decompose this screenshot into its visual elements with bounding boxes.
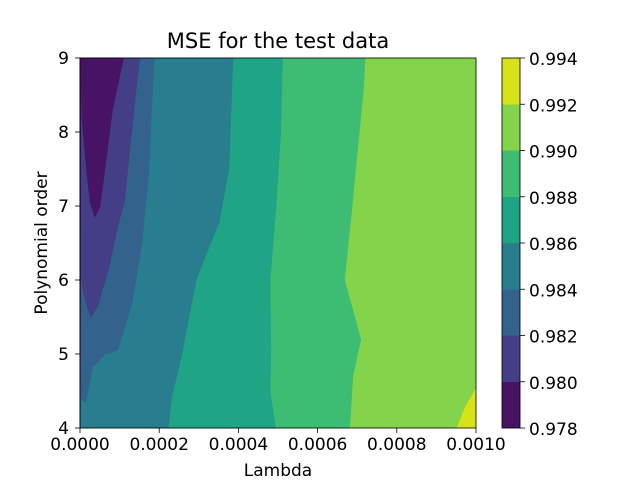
colorbar-band — [501, 335, 521, 382]
contour-bands — [79, 57, 477, 429]
colorbar-tick-label: 0.978 — [529, 420, 578, 440]
colorbar-band — [501, 289, 521, 336]
y-tick-label: 8 — [58, 123, 69, 143]
colorbar-band — [501, 150, 521, 197]
colorbar-tick-label: 0.990 — [529, 143, 578, 163]
plot-frame — [79, 57, 477, 429]
y-tick-label: 5 — [58, 345, 69, 365]
y-tick-label: 9 — [58, 49, 69, 69]
colorbar-band — [501, 196, 521, 244]
y-tick-label: 4 — [58, 419, 69, 439]
colorbar-band — [501, 242, 521, 290]
colorbar-tick-label: 0.986 — [529, 235, 578, 255]
x-tick-label: 0.0006 — [288, 435, 347, 455]
x-axis: 0.0000 0.0002 0.0004 0.0006 0.0008 0.0010 — [50, 428, 506, 455]
y-axis-label: Polynomial order — [32, 171, 52, 314]
x-tick-label: 0.0000 — [50, 435, 109, 455]
x-axis-label: Lambda — [244, 461, 312, 480]
colorbar-tick-label: 0.988 — [529, 189, 578, 209]
chart-title: MSE for the test data — [167, 29, 389, 53]
colorbar-tick-label: 0.994 — [529, 50, 578, 70]
colorbar-band — [501, 381, 521, 429]
y-tick-label: 6 — [58, 271, 69, 291]
colorbar-tick-label: 0.980 — [529, 374, 578, 394]
x-tick-label: 0.0008 — [367, 435, 426, 455]
y-tick-label: 7 — [58, 197, 69, 217]
colorbar-tick-label: 0.984 — [529, 281, 578, 301]
x-tick-label: 0.0004 — [209, 435, 268, 455]
x-tick-label: 0.0010 — [446, 435, 505, 455]
x-tick-label: 0.0002 — [129, 435, 188, 455]
y-axis: 4 5 6 7 8 9 — [58, 49, 80, 439]
colorbar-band — [501, 57, 521, 105]
colorbar-tick-label: 0.982 — [529, 328, 578, 348]
colorbar-band — [501, 104, 521, 151]
colorbar: 0.978 0.980 0.982 0.984 0.986 0.988 0.990 0.992… — [501, 50, 578, 440]
colorbar-tick-label: 0.992 — [529, 96, 578, 116]
